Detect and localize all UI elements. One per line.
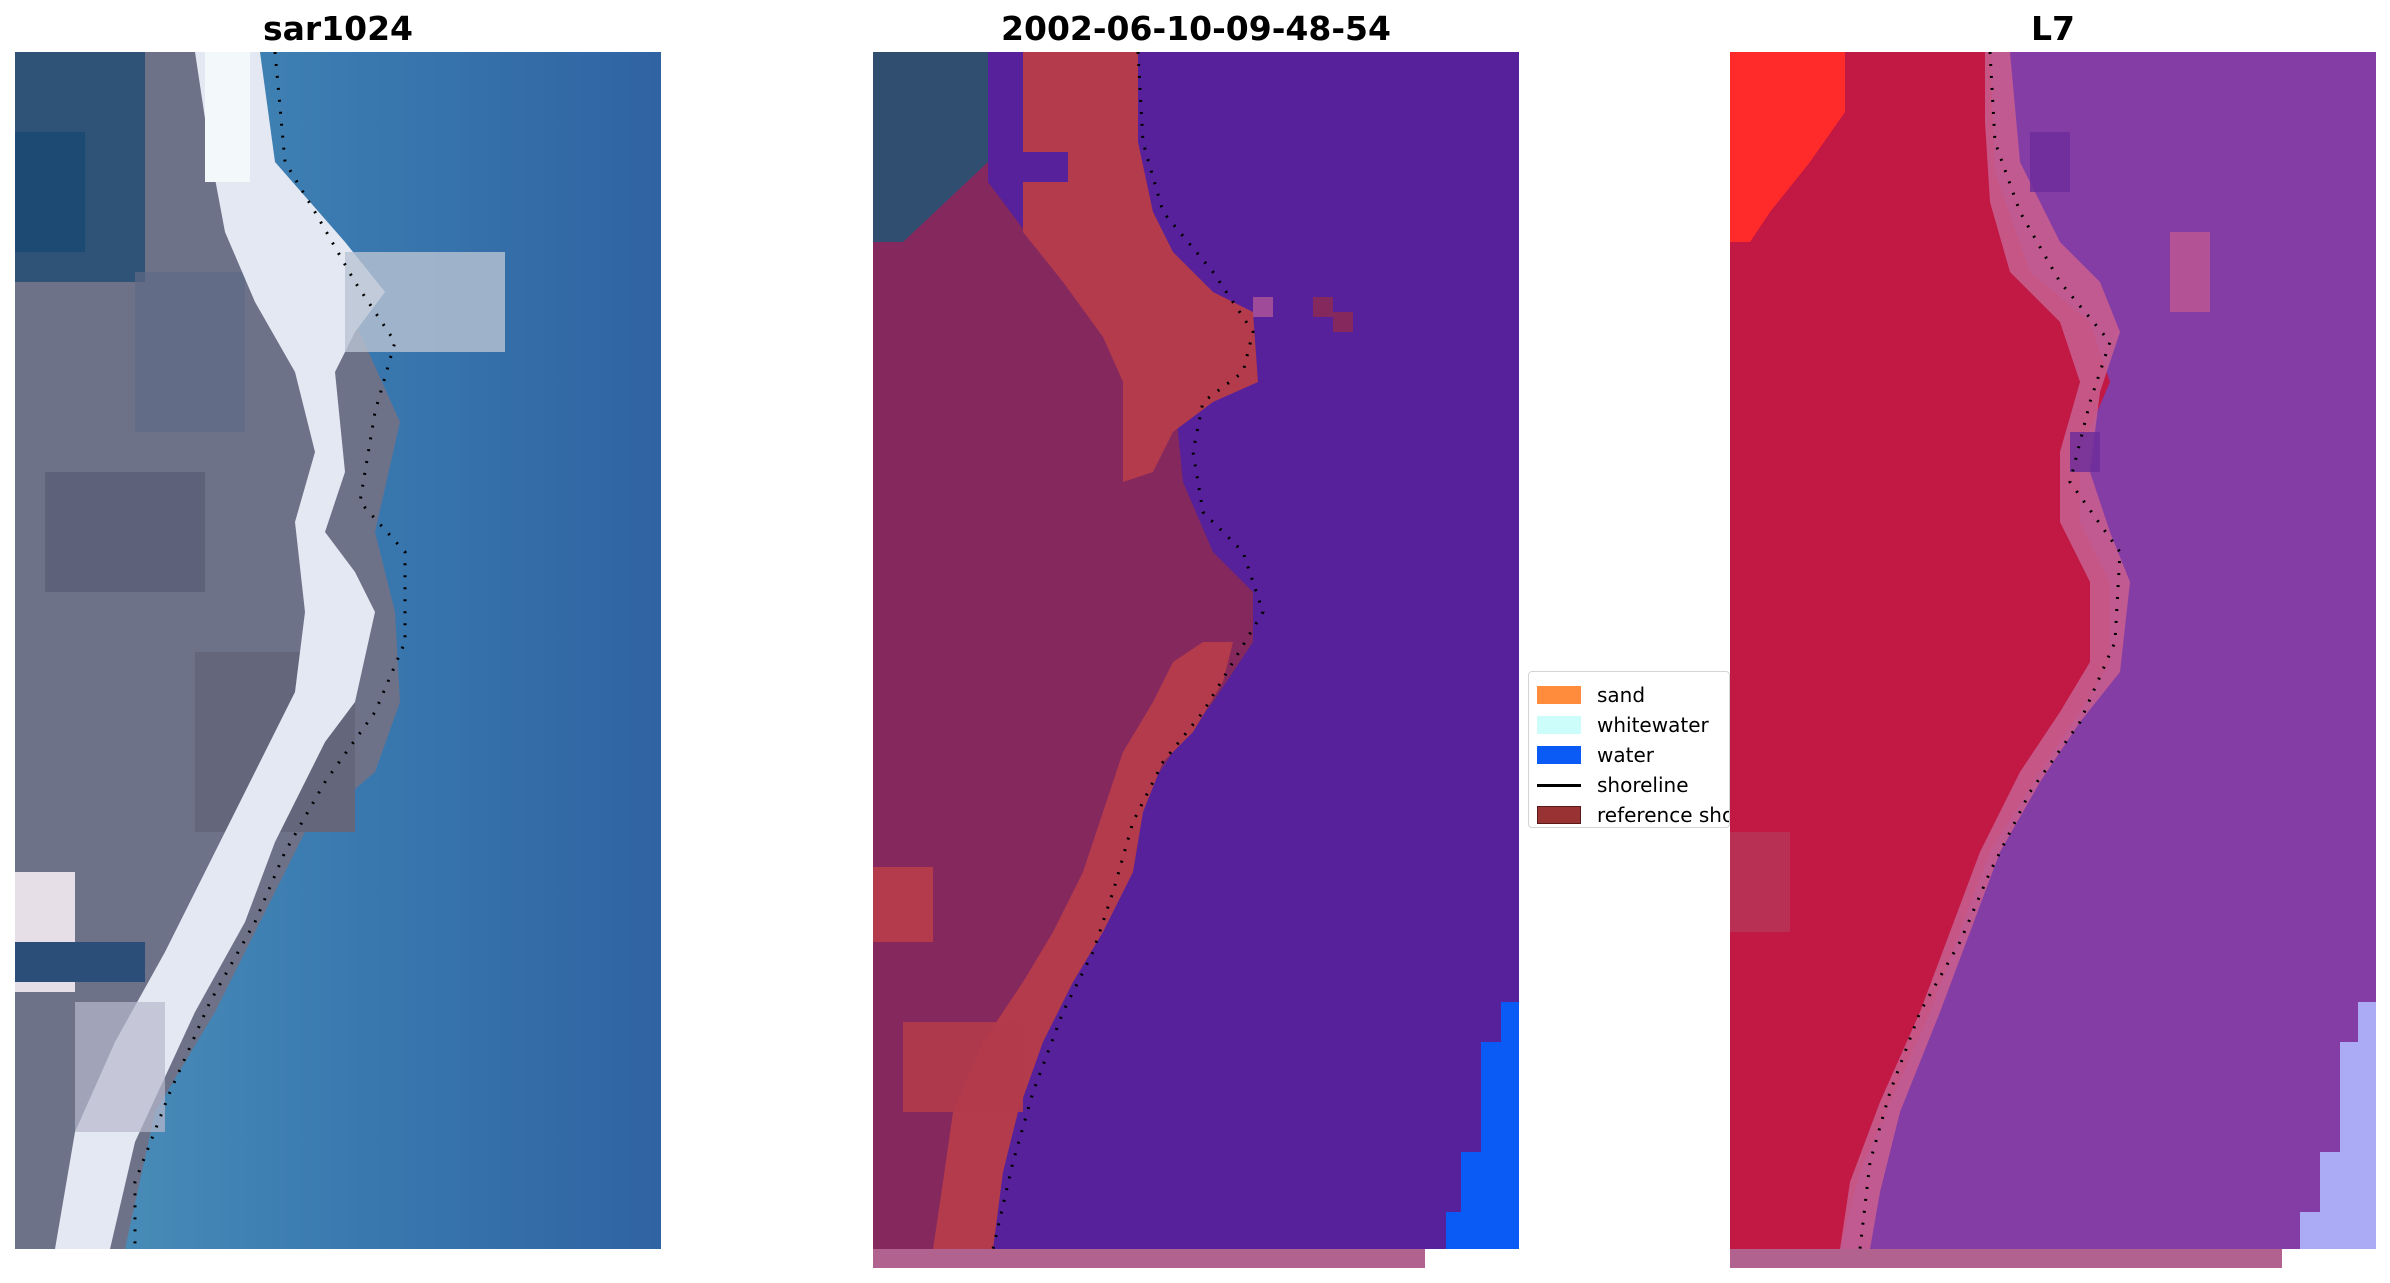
classification-bottom-strip bbox=[873, 1249, 1425, 1268]
legend-item-water: water bbox=[1537, 741, 1654, 769]
panel-title-rgb: sar1024 bbox=[262, 9, 414, 48]
classification-image bbox=[873, 52, 1519, 1249]
rgb-image-panel bbox=[15, 52, 661, 1249]
panel-title-ir: L7 bbox=[2031, 9, 2075, 48]
ir-image-panel bbox=[1730, 52, 2376, 1249]
shoreline-line-swatch bbox=[1537, 783, 1581, 787]
classification-panel bbox=[873, 52, 1519, 1249]
legend-item-whitewater: whitewater bbox=[1537, 711, 1709, 739]
legend-item-sand: sand bbox=[1537, 681, 1645, 709]
panel-title-classification: 2002-06-10-09-48-54 bbox=[1001, 9, 1391, 48]
ir-bottom-strip bbox=[1730, 1249, 2282, 1268]
water-swatch bbox=[1537, 746, 1581, 764]
legend-item-shoreline: shoreline bbox=[1537, 771, 1689, 799]
legend-label-sand: sand bbox=[1597, 683, 1646, 707]
ir-image bbox=[1730, 52, 2376, 1249]
legend-label-reference-shoreline: reference shoreline buffer bbox=[1597, 803, 1729, 827]
legend-label-whitewater: whitewater bbox=[1597, 713, 1709, 737]
whitewater-swatch bbox=[1537, 716, 1581, 734]
rgb-image bbox=[15, 52, 661, 1249]
legend-item-reference-shoreline: reference shoreline buffer bbox=[1537, 801, 1729, 827]
legend-label-shoreline: shoreline bbox=[1597, 773, 1689, 797]
reference-shoreline-swatch bbox=[1537, 806, 1581, 824]
sand-swatch bbox=[1537, 686, 1581, 704]
legend: sand whitewater water shoreline referenc… bbox=[1528, 671, 1730, 828]
legend-label-water: water bbox=[1597, 743, 1654, 767]
